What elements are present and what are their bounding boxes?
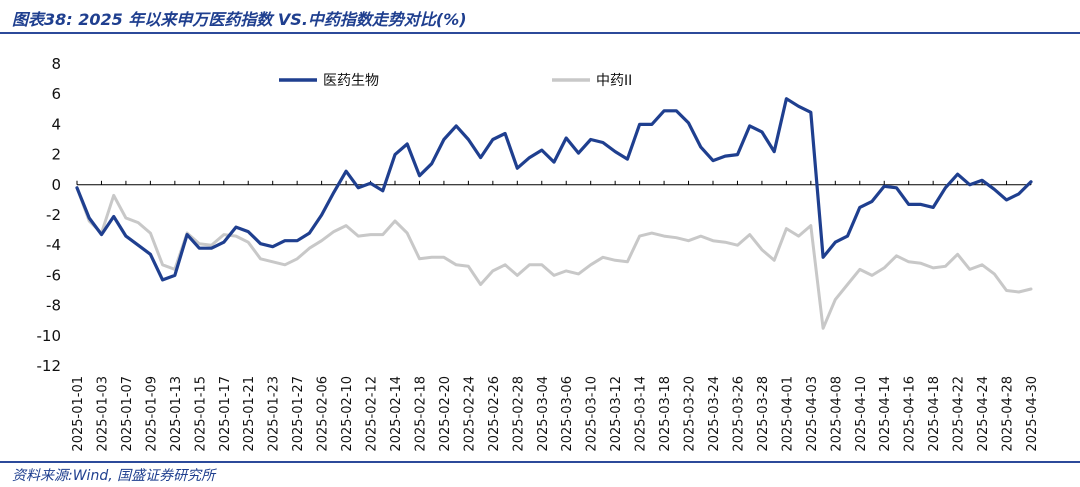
y-tick-label: -6: [46, 266, 61, 284]
x-tick-label: 2025-04-14: [878, 376, 893, 452]
series-line-zhongyao-ii: [75, 186, 1033, 330]
series-line-yiyao-shengwu: [75, 97, 1033, 282]
x-tick-label: 2025-04-18: [927, 376, 942, 452]
y-tick-label: -10: [37, 327, 62, 345]
x-tick-label: 2025-04-03: [805, 376, 820, 452]
x-tick-label: 2025-03-28: [756, 376, 771, 452]
x-tick-label: 2025-04-16: [903, 376, 918, 452]
x-tick-label: 2025-01-17: [218, 376, 233, 452]
y-tick-label: 2: [51, 146, 61, 164]
x-axis-ticks: 2025-01-01 2025-01-03 2025-01-07 2025-01-09…: [71, 376, 1040, 452]
x-tick-label: 2025-03-14: [634, 376, 649, 452]
x-axis: [76, 180, 1032, 186]
x-tick-label: 2025-02-14: [389, 376, 404, 452]
x-tick-label: 2025-04-10: [854, 376, 869, 452]
x-tick-label: 2025-01-27: [291, 376, 306, 452]
legend-label: 中药II: [596, 73, 632, 89]
y-tick-label: -12: [37, 357, 62, 375]
x-tick-label: 2025-01-07: [120, 376, 135, 452]
y-tick-label: 6: [51, 85, 61, 103]
y-tick-label: -2: [46, 206, 61, 224]
x-tick-label: 2025-03-24: [707, 376, 722, 452]
x-tick-label: 2025-03-26: [731, 376, 746, 452]
x-tick-label: 2025-02-24: [462, 376, 477, 452]
legend-label: 医药生物: [323, 73, 379, 89]
y-axis-ticks: 8 6 4 2 0 -2 -4 -6 -8 -10 -12: [37, 55, 62, 375]
x-tick-label: 2025-02-18: [413, 376, 428, 452]
source-rule: [0, 461, 1080, 463]
x-tick-label: 2025-01-01: [71, 376, 86, 452]
x-tick-label: 2025-04-30: [1025, 376, 1040, 452]
x-tick-label: 2025-02-20: [438, 376, 453, 452]
x-tick-label: 2025-02-06: [316, 376, 331, 452]
x-tick-label: 2025-01-23: [267, 376, 282, 452]
x-tick-label: 2025-04-01: [780, 376, 795, 452]
title-rule: [0, 32, 1080, 34]
x-tick-label: 2025-04-28: [1001, 376, 1016, 452]
y-tick-label: 4: [51, 115, 61, 133]
x-tick-label: 2025-03-12: [609, 376, 624, 452]
x-tick-label: 2025-03-18: [658, 376, 673, 452]
x-tick-label: 2025-02-12: [365, 376, 380, 452]
chart-title: 图表38: 2025 年以来申万医药指数 VS.中药指数走势对比(%): [12, 10, 467, 29]
y-tick-label: -8: [46, 297, 61, 315]
series-lines: [75, 97, 1033, 330]
x-tick-label: 2025-03-20: [683, 376, 698, 452]
y-tick-label: 0: [51, 176, 61, 194]
legend: 医药生物 中药II: [279, 73, 632, 89]
x-tick-label: 2025-03-10: [585, 376, 600, 452]
x-tick-label: 2025-04-22: [952, 376, 967, 452]
x-tick-label: 2025-04-08: [829, 376, 844, 452]
x-tick-label: 2025-01-13: [169, 376, 184, 452]
x-tick-label: 2025-01-15: [193, 376, 208, 452]
y-tick-label: -4: [46, 236, 61, 254]
x-tick-label: 2025-03-04: [536, 376, 551, 452]
x-tick-label: 2025-01-21: [242, 376, 257, 452]
source-note: 资料来源:Wind, 国盛证券研究所: [12, 468, 216, 484]
x-tick-label: 2025-02-28: [511, 376, 526, 452]
x-tick-label: 2025-01-03: [95, 376, 110, 452]
x-tick-label: 2025-02-10: [340, 376, 355, 452]
y-tick-label: 8: [51, 55, 61, 73]
x-tick-label: 2025-03-06: [560, 376, 575, 452]
x-tick-label: 2025-04-24: [976, 376, 991, 452]
x-tick-label: 2025-02-26: [487, 376, 502, 452]
x-tick-label: 2025-01-09: [144, 376, 159, 452]
